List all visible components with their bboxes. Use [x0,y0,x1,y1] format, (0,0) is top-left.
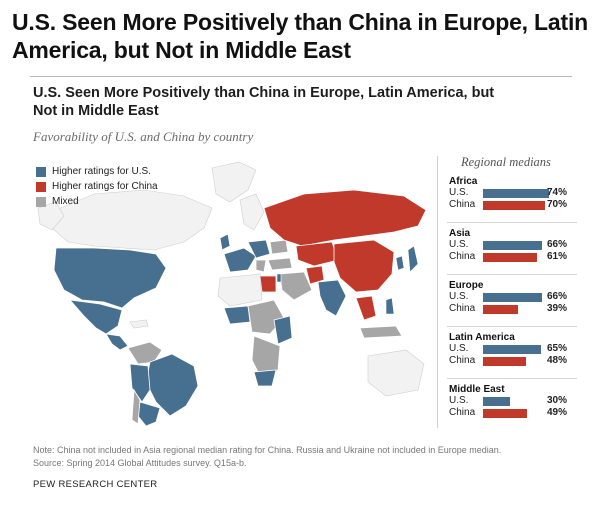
bar-latin-america-us [483,345,541,354]
value-label-africa-china: 70% [547,199,568,210]
legend-swatch-us [36,166,46,177]
value-label-europe-us: 66% [547,291,568,302]
value-label-latin-america-us: 65% [547,343,568,354]
north-africa-shape [217,273,263,307]
legend-item-china: Higher ratings for China [36,179,158,194]
row-label-china: China [449,407,476,418]
map-legend: Higher ratings for U.S. Higher ratings f… [36,164,158,209]
regional-medians-chart: Africa U.S. 74% China 70% Asia U.S. 66% China 61%… [447,176,577,428]
chart-source: Source: Spring 2014 Global Attitudes sur… [33,458,247,468]
value-label-asia-us: 66% [547,239,568,250]
bar-asia-us [483,241,542,250]
south-africa-shape [253,369,277,387]
region-label-latin-america: Latin America [449,332,515,343]
central-asia-shape [295,241,339,267]
uk-shape [219,233,231,251]
china-shape [333,239,395,293]
region-label-asia: Asia [449,228,471,239]
group-separator [447,378,577,379]
legend-item-us: Higher ratings for U.S. [36,164,158,179]
legend-label-china: Higher ratings for China [52,181,158,192]
caribbean-shape [129,319,149,329]
alaska-shape [37,201,65,231]
east-africa-shape [273,315,293,345]
indonesia-shape [359,325,403,339]
turkey-shape [267,257,293,271]
korea-shape [395,255,405,271]
world-map-svg [37,161,427,427]
middle-east-shape [279,271,313,301]
row-label-china: China [449,199,476,210]
group-separator [447,274,577,275]
row-label-us: U.S. [449,291,469,302]
egypt-shape [259,275,277,293]
chart-title: U.S. Seen More Positively than China in … [33,85,495,119]
western-europe-shape [223,247,257,273]
group-separator [447,326,577,327]
panel-divider [437,156,438,428]
ukraine-shape [269,239,289,255]
bar-africa-china [483,201,546,210]
region-label-europe: Europe [449,280,484,291]
argentina-shape [137,401,161,427]
value-label-europe-china: 39% [547,303,568,314]
chart-subtitle: Favorability of U.S. and China by countr… [33,129,254,144]
greece-shape [255,259,267,273]
canada-shape [51,189,213,251]
bar-asia-china [483,253,538,262]
row-label-china: China [449,303,476,314]
central-europe-shape [247,239,271,259]
title-divider [30,76,572,77]
chart-note: Note: China not included in Asia regiona… [33,445,502,455]
bar-africa-us [483,189,549,198]
row-label-us: U.S. [449,395,469,406]
legend-swatch-mixed [36,196,46,207]
bar-middle-east-china [483,409,527,418]
philippines-shape [385,297,395,315]
legend-label-us: Higher ratings for U.S. [52,166,151,177]
scandinavia-shape [239,193,265,231]
se-asia-shape [355,295,377,321]
page-title: U.S. Seen More Positively than China in … [12,9,589,63]
value-label-africa-us: 74% [547,187,568,198]
venezuela-shape [127,341,163,365]
org-credit: PEW RESEARCH CENTER [33,479,158,490]
row-label-us: U.S. [449,239,469,250]
bar-europe-us [483,293,542,302]
peru-shape [129,363,151,403]
bar-middle-east-us [483,397,510,406]
australia-shape [367,349,425,397]
bar-latin-america-china [483,357,526,366]
row-label-china: China [449,355,476,366]
russia-shape [263,189,427,247]
value-label-latin-america-china: 48% [547,355,568,366]
group-separator [447,222,577,223]
value-label-middle-east-china: 49% [547,407,568,418]
regional-medians-title: Regional medians [461,155,551,169]
legend-label-mixed: Mixed [52,196,79,207]
world-map [34,150,434,427]
chile-shape [131,388,141,425]
israel-shape [276,273,282,283]
region-label-middle-east: Middle East [449,384,505,395]
central-america-shape [105,333,129,351]
value-label-middle-east-us: 30% [547,395,568,406]
row-label-china: China [449,251,476,262]
pakistan-shape [305,265,325,285]
mexico-shape [68,299,123,335]
legend-item-mixed: Mixed [36,194,158,209]
west-africa-shape [223,305,251,325]
japan-shape [407,245,419,273]
greenland-shape [211,161,257,203]
region-label-africa: Africa [449,176,478,187]
legend-swatch-china [36,181,46,192]
row-label-us: U.S. [449,187,469,198]
india-shape [317,279,347,317]
row-label-us: U.S. [449,343,469,354]
bar-europe-china [483,305,518,314]
usa-shape [53,247,167,309]
value-label-asia-china: 61% [547,251,568,262]
